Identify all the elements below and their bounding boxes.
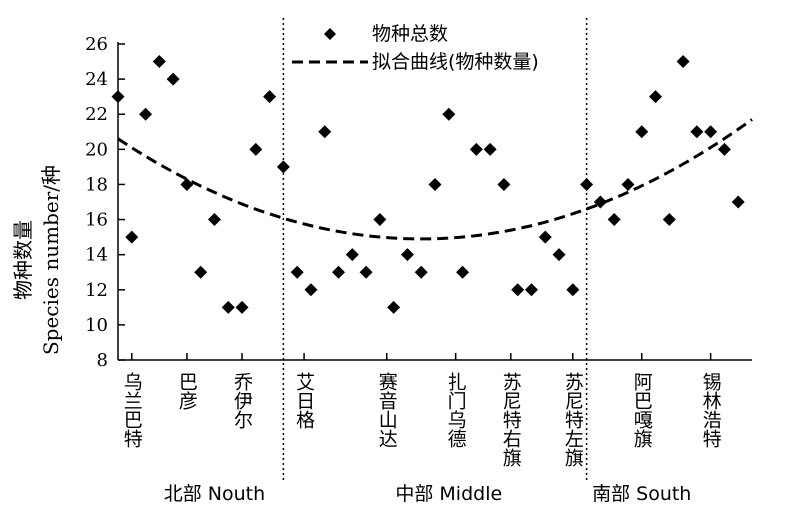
legend-marker-diamond — [324, 28, 336, 40]
region-label: 北部 Nouth — [164, 483, 265, 505]
category-label: 艾日格 — [293, 372, 315, 429]
region-dividers — [282, 18, 588, 480]
data-point — [676, 55, 690, 69]
category-label: 赛音山达 — [376, 372, 398, 448]
data-point — [483, 142, 497, 156]
x-ticks — [131, 353, 712, 360]
y-tick-label: 14 — [85, 245, 108, 266]
plot-frame — [117, 42, 752, 361]
data-point — [207, 213, 221, 227]
legend-label-total: 物种总数 — [372, 23, 448, 45]
data-point — [524, 283, 538, 297]
category-label: 阿巴嘎旗 — [631, 372, 653, 448]
data-point — [497, 177, 511, 191]
data-point — [593, 195, 607, 209]
data-point — [552, 248, 566, 262]
data-point — [662, 213, 676, 227]
region-labels: 北部 Nouth 中部 Middle 南部 South — [164, 483, 692, 505]
data-point — [442, 107, 456, 121]
y-ticks: 8 10 12 14 16 18 20 22 24 26 — [85, 34, 125, 371]
y-tick-label: 8 — [97, 350, 108, 371]
data-point — [580, 177, 594, 191]
y-tick-label: 22 — [85, 104, 108, 125]
data-point — [717, 142, 731, 156]
data-point — [125, 230, 139, 244]
legend-label-fit: 拟合曲线(物种数量) — [372, 51, 539, 73]
data-point — [511, 283, 525, 297]
category-label: 乔伊尔 — [231, 372, 253, 429]
data-point — [690, 125, 704, 139]
data-point — [649, 90, 663, 104]
legend: 物种总数 拟合曲线(物种数量) — [292, 23, 539, 73]
y-axis-label-en: Species number/种 — [39, 165, 63, 355]
data-point — [290, 265, 304, 279]
data-point — [111, 90, 125, 104]
data-point — [194, 265, 208, 279]
y-axis-label: 物种数量 Species number/种 — [11, 165, 63, 355]
data-point — [456, 265, 470, 279]
data-point — [621, 177, 635, 191]
data-point — [263, 90, 277, 104]
category-label: 乌兰巴特 — [121, 372, 143, 448]
category-labels: 乌兰巴特 巴彦 乔伊尔 艾日格 赛音山达 扎门乌德 苏尼特右旗 苏尼特左旗 阿巴嘎旗 锡林浩特 — [121, 372, 722, 467]
region-label: 南部 South — [592, 483, 691, 505]
data-point — [221, 300, 235, 314]
region-label: 中部 Middle — [395, 483, 502, 505]
data-point — [304, 283, 318, 297]
data-point — [359, 265, 373, 279]
data-point — [332, 265, 346, 279]
data-point — [704, 125, 718, 139]
y-tick-label: 10 — [85, 315, 108, 336]
fit-curve — [117, 118, 753, 241]
y-axis-label-cn: 物种数量 — [11, 220, 35, 300]
y-tick-label: 16 — [85, 210, 108, 231]
category-label: 苏尼特右旗 — [500, 372, 522, 467]
data-point — [152, 55, 166, 69]
data-point — [607, 213, 621, 227]
y-tick-label: 26 — [85, 34, 108, 55]
category-label: 扎门乌德 — [445, 372, 467, 448]
y-tick-label: 20 — [85, 139, 108, 160]
data-point — [731, 195, 745, 209]
category-label: 锡林浩特 — [700, 372, 722, 448]
data-point — [428, 177, 442, 191]
data-point — [414, 265, 428, 279]
data-point — [400, 248, 414, 262]
data-point — [166, 72, 180, 86]
data-point — [566, 283, 580, 297]
data-point — [373, 213, 387, 227]
data-point — [235, 300, 249, 314]
data-point — [635, 125, 649, 139]
data-point — [249, 142, 263, 156]
data-point — [180, 177, 194, 191]
category-label: 巴彦 — [176, 372, 198, 410]
data-point — [538, 230, 552, 244]
data-point — [318, 125, 332, 139]
y-tick-label: 18 — [85, 174, 108, 195]
data-point — [276, 160, 290, 174]
category-label: 苏尼特左旗 — [562, 372, 584, 467]
data-point — [345, 248, 359, 262]
data-points — [111, 55, 745, 314]
data-point — [469, 142, 483, 156]
data-point — [387, 300, 401, 314]
y-tick-label: 12 — [85, 280, 108, 301]
data-point — [139, 107, 153, 121]
y-tick-label: 24 — [85, 69, 108, 90]
